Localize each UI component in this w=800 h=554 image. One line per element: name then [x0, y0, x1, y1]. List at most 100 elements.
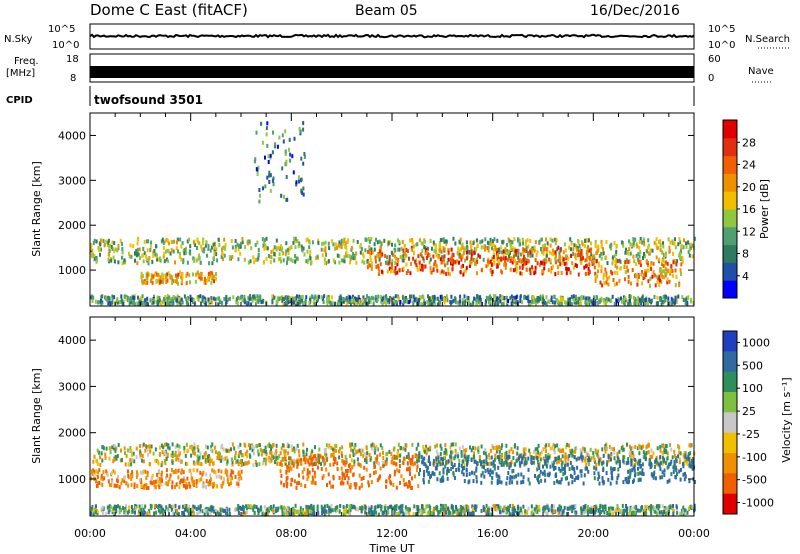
power-echo-cell — [428, 253, 431, 257]
power-echo-cell — [426, 255, 428, 260]
power-echo-cell — [135, 249, 138, 254]
power-echo-cell — [139, 296, 142, 301]
power-echo-cell — [412, 256, 415, 261]
power-echo-cell — [445, 242, 448, 247]
power-echo-cell — [458, 302, 461, 307]
power-echo-cell — [312, 300, 315, 305]
power-echo-cell — [232, 295, 235, 300]
power-echo-cell — [176, 240, 178, 245]
power-echo-cell — [184, 296, 187, 301]
power-echo-cell — [137, 295, 139, 300]
power-echo-cell — [637, 295, 640, 300]
power-echo-cell — [644, 273, 647, 278]
power-echo-cell — [595, 274, 598, 279]
power-echo-cell — [451, 267, 454, 272]
power-echo-cell — [158, 256, 161, 261]
power-echo-cell — [550, 251, 553, 256]
vel-echo-cell — [232, 470, 235, 475]
vel-echo-cell — [270, 454, 273, 459]
power-echo-cell — [638, 297, 641, 302]
vel-echo-cell — [353, 482, 356, 487]
vel-echo-cell — [359, 463, 362, 467]
vel-echo-cell — [446, 476, 449, 481]
vel-echo-cell — [381, 460, 384, 465]
power-echo-cell — [540, 237, 543, 242]
vel-echo-cell — [411, 457, 414, 462]
vel-echo-cell — [590, 505, 593, 510]
vel-echo-cell — [224, 448, 227, 453]
power-echo-cell — [325, 252, 328, 257]
vel-echo-cell — [688, 461, 691, 466]
power-echo-cell — [282, 139, 285, 144]
vel-echo-cell — [200, 462, 203, 467]
power-echo-cell — [323, 294, 326, 299]
vel-echo-cell — [365, 456, 368, 461]
vel-echo-cell — [554, 444, 557, 449]
power-echo-cell — [328, 246, 331, 251]
vel-echo-cell — [398, 458, 401, 463]
vel-echo-cell — [639, 458, 642, 463]
vel-echo-cell — [536, 455, 539, 460]
vel-echo-cell — [556, 479, 558, 484]
vel-echo-cell — [522, 447, 525, 452]
power-echo-cell — [215, 252, 218, 257]
power-echo-cell — [355, 260, 358, 265]
power-echo-cell — [610, 246, 612, 251]
power-echo-cell — [275, 299, 278, 304]
vel-echo-cell — [608, 445, 611, 449]
vel-echo-cell — [541, 471, 544, 476]
vel-echo-cell — [553, 447, 556, 452]
vel-echo-cell — [659, 461, 662, 466]
power-echo-cell — [539, 294, 542, 299]
power-echo-cell — [472, 300, 475, 305]
power-echo-cell — [149, 248, 152, 253]
power-echo-cell — [480, 245, 483, 250]
power-echo-cell — [548, 257, 551, 262]
power-echo-cell — [628, 247, 631, 251]
power-echo-cell — [531, 248, 534, 253]
vel-echo-cell — [165, 456, 168, 461]
power-echo-cell — [123, 260, 126, 265]
power-echo-cell — [587, 246, 590, 251]
vel-echo-cell — [568, 443, 570, 448]
vel-echo-cell — [226, 469, 228, 474]
vel-echo-cell — [186, 461, 189, 466]
power-echo-cell — [309, 256, 312, 261]
power-echo-cell — [130, 300, 133, 305]
vel-echo-cell — [198, 478, 201, 483]
power-echo-cell — [264, 184, 267, 189]
power-echo-cell — [427, 253, 430, 258]
power-echo-cell — [621, 241, 624, 246]
power-echo-cell — [261, 237, 264, 242]
vel-echo-cell — [589, 457, 592, 462]
power-echo-cell — [490, 269, 493, 274]
vel-echo-cell — [454, 442, 457, 447]
vel-echo-cell — [219, 508, 222, 513]
vel-echo-cell — [408, 483, 411, 488]
vel-echo-cell — [346, 469, 349, 474]
power-echo-cell — [297, 244, 300, 249]
power-echo-cell — [575, 245, 578, 250]
power-echo-cell — [549, 243, 552, 248]
power-echo-cell — [241, 237, 244, 241]
vel-echo-cell — [339, 504, 342, 508]
power-echo-cell — [615, 244, 618, 248]
vel-echo-cell — [180, 478, 183, 483]
vel-echo-cell — [422, 508, 425, 513]
vel-echo-cell — [178, 485, 181, 490]
power-echo-cell — [449, 300, 452, 304]
power-echo-cell — [175, 273, 177, 278]
power-echo-cell — [464, 245, 467, 250]
power-echo-cell — [268, 254, 270, 258]
power-echo-cell — [166, 297, 169, 302]
power-echo-cell — [331, 301, 334, 306]
power-echo-cell — [95, 256, 97, 261]
vel-echo-cell — [429, 462, 432, 467]
vel-echo-cell — [114, 470, 116, 475]
power-echo-cell — [598, 253, 601, 258]
power-echo-cell — [502, 252, 505, 257]
power-echo-cell — [106, 298, 109, 303]
power-echo-cell — [517, 251, 520, 256]
power-echo-cell — [332, 258, 335, 263]
power-echo-cell — [210, 271, 213, 276]
